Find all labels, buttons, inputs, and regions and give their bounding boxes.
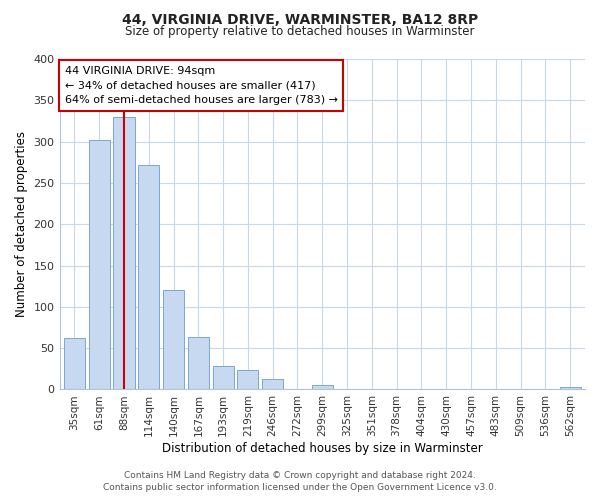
Bar	[238, 370, 259, 390]
Bar	[212, 366, 233, 390]
Bar	[163, 290, 184, 390]
Text: Contains HM Land Registry data © Crown copyright and database right 2024.
Contai: Contains HM Land Registry data © Crown c…	[103, 471, 497, 492]
X-axis label: Distribution of detached houses by size in Warminster: Distribution of detached houses by size …	[162, 442, 482, 455]
Bar	[560, 387, 581, 390]
Bar	[312, 386, 333, 390]
Text: 44, VIRGINIA DRIVE, WARMINSTER, BA12 8RP: 44, VIRGINIA DRIVE, WARMINSTER, BA12 8RP	[122, 12, 478, 26]
Bar	[188, 336, 209, 390]
Bar	[64, 338, 85, 390]
Bar	[262, 378, 283, 390]
Y-axis label: Number of detached properties: Number of detached properties	[15, 131, 28, 317]
Text: 44 VIRGINIA DRIVE: 94sqm
← 34% of detached houses are smaller (417)
64% of semi-: 44 VIRGINIA DRIVE: 94sqm ← 34% of detach…	[65, 66, 338, 105]
Text: Size of property relative to detached houses in Warminster: Size of property relative to detached ho…	[125, 25, 475, 38]
Bar	[89, 140, 110, 390]
Bar	[138, 164, 160, 390]
Bar	[113, 117, 134, 390]
